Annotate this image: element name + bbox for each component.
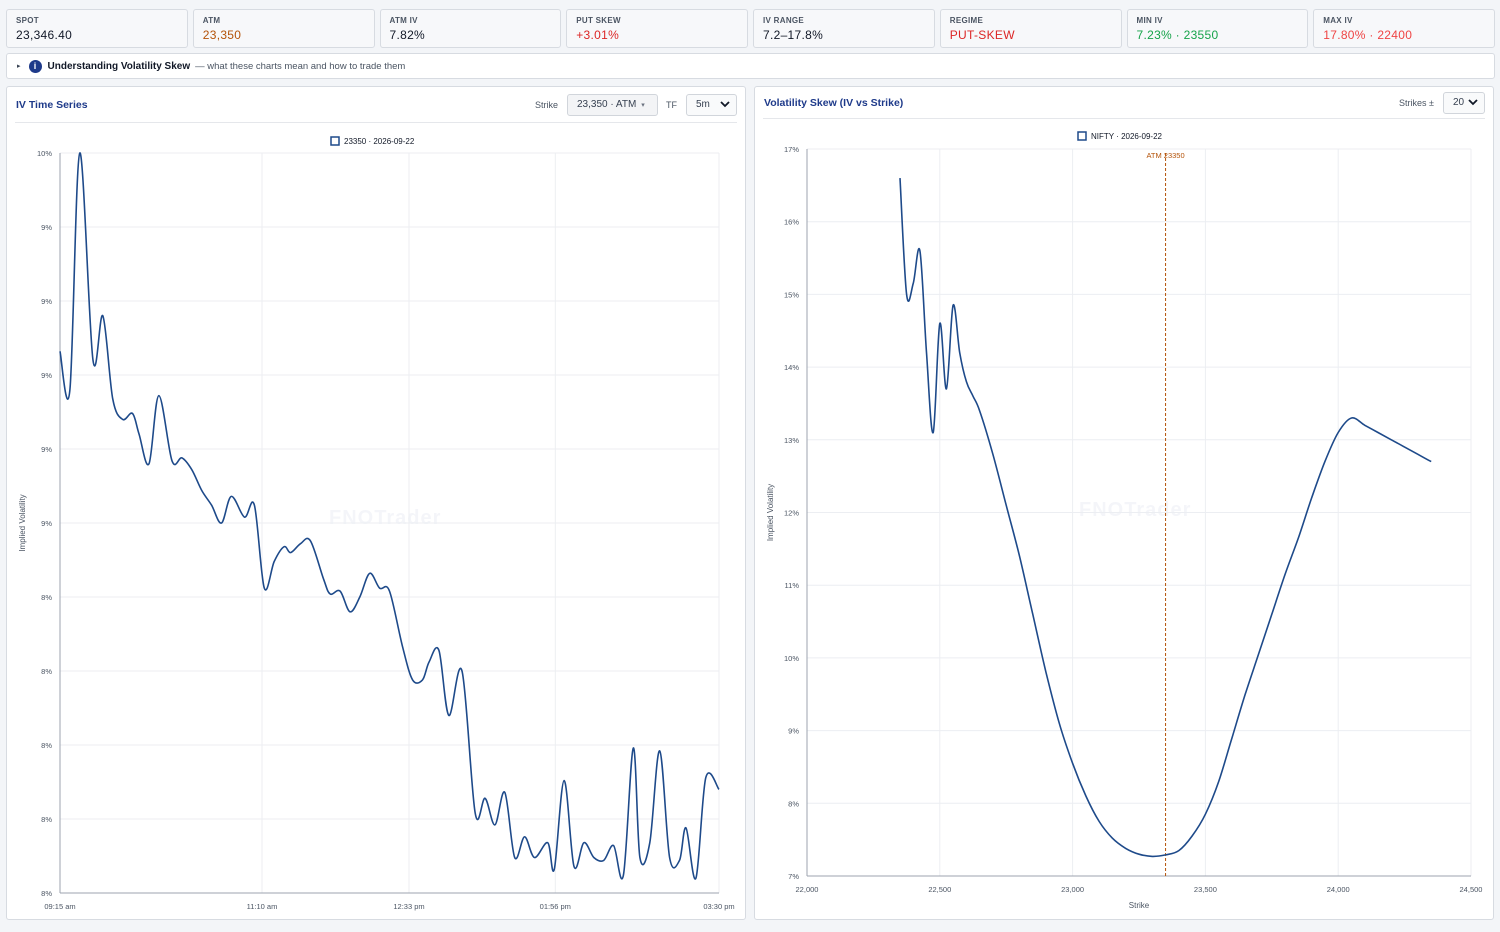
iv-time-series-panel: IV Time Series Strike 23,350 · ATM ▾ TF … [6,86,746,920]
y-axis-title: Implied Volatility [18,494,27,551]
stat-value: PUT-SKEW [949,28,1015,42]
stat-label: SPOT [16,16,39,25]
volatility-skew-panel: Volatility Skew (IV vs Strike) Strikes ±… [754,86,1494,920]
stat-value: 7.82% [389,28,426,42]
stat-card-put-skew: PUT SKEW +3.01% [566,9,748,48]
chevron-down-icon [1468,99,1478,106]
stat-card-min-iv: MIN IV 7.23% · 23550 [1126,9,1309,48]
help-subtitle: — what these charts mean and how to trad… [195,60,406,72]
stat-value: 7.2–17.8% [763,28,824,42]
y-tick-label: 13% [784,436,799,445]
stats-bar: SPOT 23,346.40 ATM 23,350 ATM IV 7.82% P… [6,9,1495,48]
y-tick-label: 10% [37,149,52,158]
stat-card-iv-range: IV RANGE 7.2–17.8% [753,9,935,48]
y-tick-label: 8% [41,741,52,750]
chevron-down-icon: ▾ [641,101,645,109]
help-title: Understanding Volatility Skew [47,60,191,72]
y-tick-label: 16% [784,218,799,227]
stat-label: PUT SKEW [576,16,621,25]
panel-title: IV Time Series [16,98,88,111]
x-tick-label: 03:30 pm [703,902,734,911]
x-tick-label: 24,000 [1327,885,1350,894]
iv-series-line [899,178,1432,858]
timeframe-select-value: 5m [696,99,710,110]
stat-label: REGIME [949,16,984,25]
x-tick-label: 24,500 [1460,885,1483,894]
x-tick-label: 23,000 [1061,885,1084,894]
stat-label: MIN IV [1136,16,1163,25]
y-tick-label: 11% [785,581,800,590]
volatility-skew-help-toggle[interactable]: ▸ i Understanding Volatility Skew — what… [6,53,1495,79]
y-tick-label: 9% [41,519,52,528]
panel-header: Volatility Skew (IV vs Strike) Strikes ±… [763,87,1485,119]
watermark-logo: FNOTrader [1079,499,1192,521]
x-tick-label: 22,000 [796,885,819,894]
timeframe-label: TF [666,99,677,110]
stat-value: 7.23% · 23550 [1136,28,1219,42]
info-icon: i [28,59,42,73]
stat-value: +3.01% [576,28,620,42]
iv-series-line [59,152,720,880]
y-tick-label: 8% [41,815,52,824]
y-tick-label: 9% [41,371,52,380]
y-tick-label: 7% [788,872,799,881]
stat-card-spot: SPOT 23,346.40 [6,9,188,48]
stat-card-atm-iv: ATM IV 7.82% [379,9,562,48]
strike-label: Strike [534,99,558,110]
stat-label: ATM IV [389,16,418,25]
legend-swatch [1077,131,1087,141]
iv-time-series-chart: 10% 9% 9% 9% 9% 9% 8% 8% 8% 8% 8% 09:15 am 11:10 am 1… [18,136,735,911]
y-tick-label: 9% [41,445,52,454]
volatility-skew-chart: 17% 16% 15% 14% 13% 12% 11% 10% 9% 8% 7% 22,000 22,5… [766,131,1483,910]
caret-right-icon: ▸ [17,63,21,70]
strikes-range-select[interactable]: 20 [1443,91,1485,114]
y-tick-label: 9% [41,297,52,306]
panel-title: Volatility Skew (IV vs Strike) [764,96,904,109]
strikes-range-label: Strikes ± [1399,97,1434,108]
x-tick-label: 12:33 pm [393,902,424,911]
chevron-down-icon [720,101,730,108]
x-tick-label: 23,500 [1194,885,1217,894]
y-tick-label: 8% [788,799,799,808]
x-tick-label: 09:15 am [44,902,75,911]
x-axis-title: Strike [1129,901,1150,910]
y-tick-label: 8% [41,593,52,602]
panel-header: IV Time Series Strike 23,350 · ATM ▾ TF … [15,87,737,123]
legend-swatch [330,136,340,146]
strikes-range-value: 20 [1453,97,1465,108]
x-tick-label: 01:56 pm [540,902,571,911]
y-tick-label: 8% [41,889,52,898]
timeframe-select[interactable]: 5m [686,93,737,116]
y-tick-label: 8% [41,667,52,676]
y-tick-label: 17% [784,145,799,154]
stat-label: MAX IV [1323,16,1353,25]
stat-label: IV RANGE [763,16,805,25]
y-tick-label: 10% [784,654,799,663]
stat-label: ATM [202,16,221,25]
strike-select[interactable]: 23,350 · ATM ▾ [567,93,658,116]
legend-label: NIFTY · 2026-09-22 [1091,132,1163,141]
stat-card-atm: ATM 23,350 [192,9,375,48]
x-tick-label: 11:10 am [247,902,278,911]
stat-value: 17.80% · 22400 [1323,28,1413,42]
stat-value: 23,350 [202,28,242,42]
y-tick-label: 14% [784,363,799,372]
stat-card-regime: REGIME PUT-SKEW [939,9,1122,48]
y-axis-title: Implied Volatility [766,484,775,541]
y-tick-label: 9% [41,223,52,232]
legend-label: 23350 · 2026-09-22 [344,137,415,146]
x-tick-label: 22,500 [928,885,951,894]
atm-marker-label: ATM 23350 [1146,151,1184,160]
y-tick-label: 9% [788,727,799,736]
y-tick-label: 15% [784,290,799,299]
stat-card-max-iv: MAX IV 17.80% · 22400 [1313,9,1495,48]
y-tick-label: 12% [784,509,799,518]
stat-value: 23,346.40 [16,28,73,42]
strike-select-value: 23,350 · ATM [577,99,637,110]
